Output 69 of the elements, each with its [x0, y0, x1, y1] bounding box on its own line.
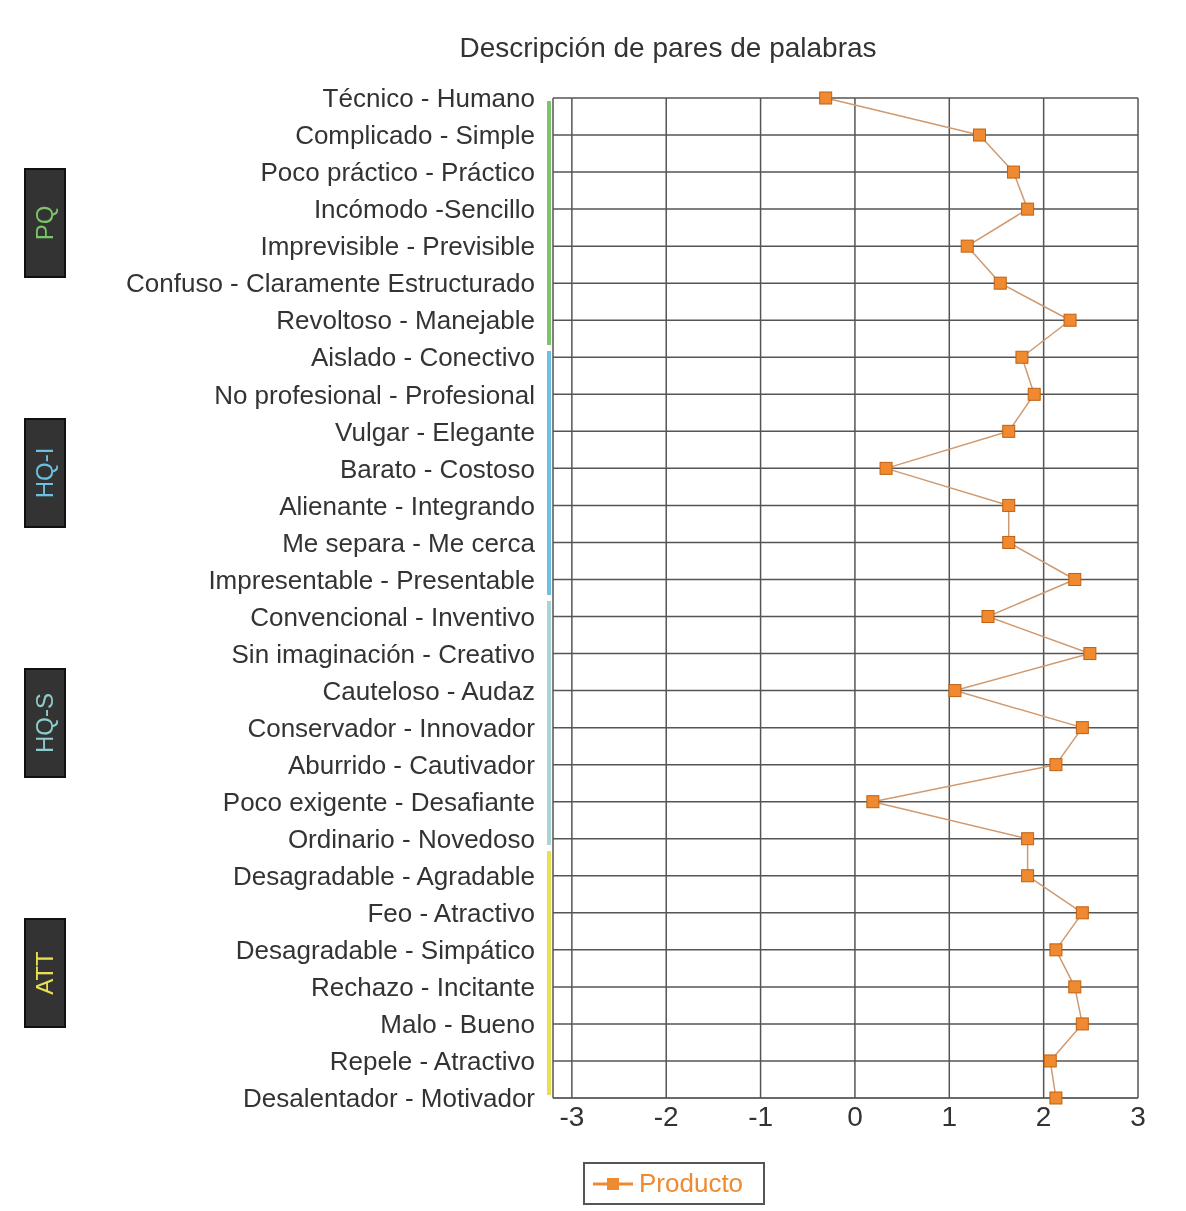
y-tick-label: Impresentable - Presentable	[208, 564, 535, 595]
point	[1002, 535, 1016, 549]
x-tick-label: 2	[1035, 1100, 1052, 1132]
point	[1002, 498, 1016, 512]
y-tick-label: Imprevisible - Previsible	[260, 231, 535, 262]
point	[1049, 1091, 1063, 1105]
x-tick-label: -2	[653, 1100, 679, 1132]
y-tick-label: No profesional - Profesional	[214, 379, 535, 410]
y-tick-label: Conservador - Innovador	[247, 712, 536, 743]
point	[1021, 832, 1035, 846]
y-tick-label: Barato - Costoso	[339, 453, 535, 484]
y-tick-label: Confuso - Claramente Estructurado	[126, 268, 535, 299]
point	[1083, 647, 1097, 661]
y-tick-label: Feo - Atractivo	[367, 898, 535, 929]
point	[1043, 1054, 1057, 1068]
point	[1021, 869, 1035, 883]
y-tick-label: Malo - Bueno	[380, 1009, 535, 1040]
point	[1015, 350, 1029, 364]
y-tick-label: Vulgar - Elegante	[335, 416, 535, 447]
y-tick-label: Desagradable - Agradable	[232, 861, 535, 892]
point	[948, 684, 962, 698]
x-tick-label: -1	[748, 1100, 774, 1132]
point	[993, 276, 1007, 290]
legend-label: Producto	[639, 1168, 744, 1199]
y-tick-label: Alienante - Integrando	[279, 490, 535, 521]
y-tick-label: Convencional - Inventivo	[250, 601, 535, 632]
point	[1006, 165, 1020, 179]
y-tick-label: Complicado - Simple	[295, 120, 535, 151]
point	[981, 610, 995, 624]
text: ATT	[31, 951, 59, 995]
point	[1049, 758, 1063, 772]
point	[1049, 943, 1063, 957]
point	[819, 91, 833, 105]
x-tick-label: 1	[941, 1100, 958, 1132]
y-tick-label: Desalentador - Motivador	[243, 1083, 536, 1114]
point	[1075, 721, 1089, 735]
x-tick-label: -3	[559, 1100, 585, 1132]
point	[1068, 572, 1082, 586]
point	[1075, 906, 1089, 920]
point	[1075, 1017, 1089, 1031]
y-tick-label: Cauteloso - Audaz	[322, 675, 535, 706]
y-tick-label: Poco práctico - Práctico	[260, 157, 535, 188]
text: HQ-S	[31, 693, 59, 753]
y-tick-label: Poco exigente - Desafiante	[222, 786, 535, 817]
y-tick-label: Ordinario - Novedoso	[287, 823, 535, 854]
point	[866, 795, 880, 809]
text: HQ-I	[31, 447, 59, 499]
x-tick-label: 0	[847, 1100, 863, 1132]
point	[960, 239, 974, 253]
y-tick-label: Rechazo - Incitante	[310, 972, 535, 1003]
point	[1063, 313, 1077, 327]
y-tick-label: Sin imaginación - Creativo	[231, 638, 535, 669]
y-tick-label: Incómodo -Sencillo	[313, 194, 535, 225]
chart-title: Descripción de pares de palabras	[459, 32, 877, 63]
y-tick-label: Repele - Atractivo	[329, 1046, 535, 1077]
point	[1002, 424, 1016, 438]
y-tick-label: Técnico - Humano	[322, 83, 535, 114]
y-tick-label: Me separa - Me cerca	[282, 527, 536, 558]
point	[1021, 202, 1035, 216]
y-tick-label: Aburrido - Cautivador	[287, 749, 536, 780]
x-tick-label: 3	[1130, 1100, 1146, 1132]
point	[1027, 387, 1041, 401]
text: PQ	[31, 205, 59, 241]
y-tick-label: Aislado - Conectivo	[311, 342, 535, 373]
point	[1068, 980, 1082, 994]
point	[879, 461, 893, 475]
y-tick-label: Desagradable - Simpático	[235, 935, 535, 966]
y-tick-label: Revoltoso - Manejable	[276, 305, 535, 336]
point	[972, 128, 986, 142]
